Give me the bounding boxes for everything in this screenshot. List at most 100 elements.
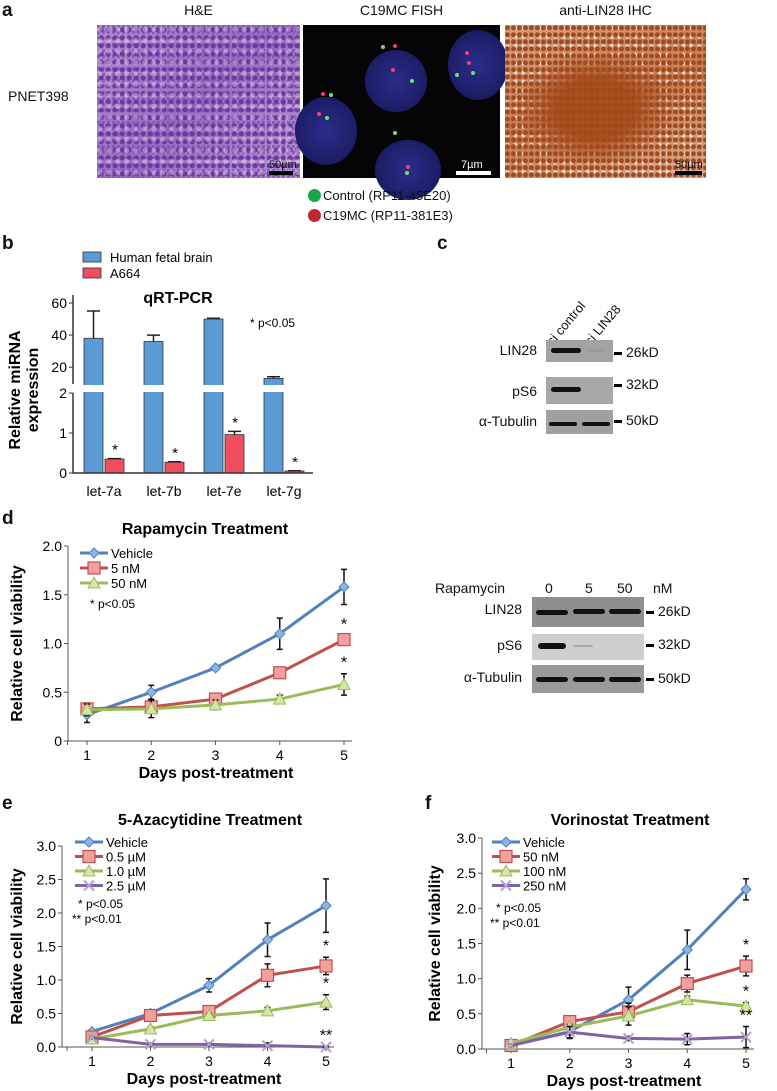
legend-item-control: Control (RP11-45E20) — [308, 186, 453, 206]
chart-b: qRT-PCR * * * * 0 1 2 20 40 60 let-7a let-7b let-7e le… — [7, 250, 327, 499]
bar — [104, 458, 125, 474]
y-tick-label: 2.5 — [37, 872, 57, 888]
x-tick-label: 2 — [566, 1055, 574, 1071]
y-tick-label: 1.0 — [43, 636, 63, 652]
legend-label: 0.5 µM — [106, 850, 146, 865]
bar — [143, 341, 164, 474]
square-marker — [739, 959, 753, 973]
x-marker — [320, 1041, 332, 1053]
row-label: LIN28 — [499, 342, 537, 358]
x-tick-label: 5 — [340, 747, 348, 763]
p-value-note: * p<0.05 — [496, 901, 541, 915]
y-axis-label: Relative cell viability — [9, 565, 26, 722]
marker-label: 26kD — [614, 344, 659, 360]
legend-label: Vehicle — [111, 546, 153, 561]
triangle-marker — [272, 692, 287, 705]
x-tick-label: 1 — [507, 1055, 515, 1071]
diamond-marker — [261, 934, 274, 946]
square-marker — [143, 1008, 158, 1023]
x-tick-label: let-7g — [266, 483, 301, 499]
chart-title: 5-Azacytidine Treatment — [118, 812, 303, 829]
treatment-label: Rapamycin — [435, 580, 506, 596]
x-marker — [564, 1026, 576, 1038]
significance-mark: * — [323, 938, 329, 955]
diamond-marker — [338, 581, 350, 593]
scale-bar-label: 7µm — [461, 159, 483, 171]
triangle-marker — [499, 863, 513, 877]
x-tick-label: let-7a — [86, 483, 121, 499]
marker-label: 50kD — [646, 670, 691, 686]
error-bar — [228, 430, 241, 435]
x-tick-label: 2 — [147, 1053, 155, 1069]
y-axis-label: expression — [25, 348, 42, 432]
significance-mark: * — [232, 414, 238, 431]
fish-legend: Control (RP11-45E20) C19MC (RP11-381E3) — [308, 186, 453, 226]
legend-item: Human fetal brain — [82, 250, 213, 265]
x-tick-label: 3 — [205, 1053, 213, 1069]
significance-mark: * — [341, 655, 347, 672]
x-tick-label: 4 — [683, 1055, 691, 1071]
diamond-marker — [88, 547, 100, 559]
y-tick-label: 1 — [59, 425, 67, 441]
x-tick-label: 2 — [147, 747, 155, 763]
diamond-marker — [209, 662, 222, 674]
blot-lin28 — [532, 597, 644, 627]
y-axis-label: Relative cell viability — [9, 868, 26, 1025]
y-tick-label: 1.5 — [457, 936, 477, 952]
x-tick-label: 5 — [322, 1053, 330, 1069]
legend-item: A664 — [82, 266, 140, 281]
triangle-marker — [680, 992, 695, 1006]
y-tick-label: 1.5 — [43, 587, 63, 603]
panel-d-label: d — [2, 508, 14, 529]
square-marker — [499, 849, 513, 864]
scale-bar-label: 50µm — [269, 159, 297, 171]
ihc-title: anti-LIN28 IHC — [559, 2, 652, 18]
diamond-marker — [145, 686, 157, 698]
triangle-marker — [143, 1021, 158, 1035]
x-tick-label: 3 — [625, 1055, 633, 1071]
x-tick-label: 4 — [276, 747, 284, 763]
square-marker — [319, 959, 333, 973]
blot-lin28 — [546, 340, 613, 362]
p-value-note: * p<0.05 — [90, 597, 135, 611]
y-tick-label: 0 — [54, 733, 62, 749]
panel-c-label: c — [437, 233, 448, 254]
green-dot-icon — [308, 189, 321, 202]
y-tick-label: 3.0 — [37, 838, 57, 854]
legend-item-c19mc: C19MC (RP11-381E3) — [308, 206, 453, 226]
y-tick-label: 60 — [51, 295, 67, 311]
square-marker — [82, 849, 96, 864]
chart-d: Rapamycin Treatment 0 0.5 1.0 1.5 2.0 1 2 3 4 5 Day… — [9, 521, 352, 782]
diamond-marker — [274, 628, 286, 640]
panel-a-label: a — [2, 0, 13, 21]
series-vehicle — [81, 568, 350, 724]
unit-label: nM — [653, 580, 673, 596]
error-bar — [207, 317, 220, 320]
triangle-marker — [87, 575, 101, 589]
diamond-marker — [83, 836, 95, 848]
blot-ps6 — [532, 634, 644, 660]
legend-label: 5 nM — [111, 561, 140, 576]
panel-b-label: b — [2, 233, 14, 254]
bar — [203, 318, 224, 474]
triangle-marker — [208, 697, 223, 711]
legend-label: Vehicle — [523, 835, 565, 850]
p-value-note: * p<0.05 — [78, 897, 123, 911]
fish-image: 7µm — [295, 25, 508, 200]
significance-mark: ** — [740, 1007, 752, 1024]
ihc-image: 50µm — [505, 25, 706, 178]
x-axis-label: Days post-treatment — [547, 1073, 702, 1090]
y-tick-label: 2.0 — [43, 538, 63, 554]
panel-f-label: f — [425, 793, 432, 814]
legend-item: 250 nM — [492, 879, 566, 894]
legend-item: Vehicle — [492, 835, 565, 850]
lane-label: 5 — [585, 580, 593, 596]
chart-title: Vorinostat Treatment — [551, 812, 711, 829]
diamond-marker — [500, 836, 512, 848]
bar — [164, 461, 185, 474]
p-value-note: ** p<0.01 — [490, 916, 540, 930]
legend-label: Human fetal brain — [110, 250, 213, 265]
blot-ps6 — [546, 377, 613, 404]
